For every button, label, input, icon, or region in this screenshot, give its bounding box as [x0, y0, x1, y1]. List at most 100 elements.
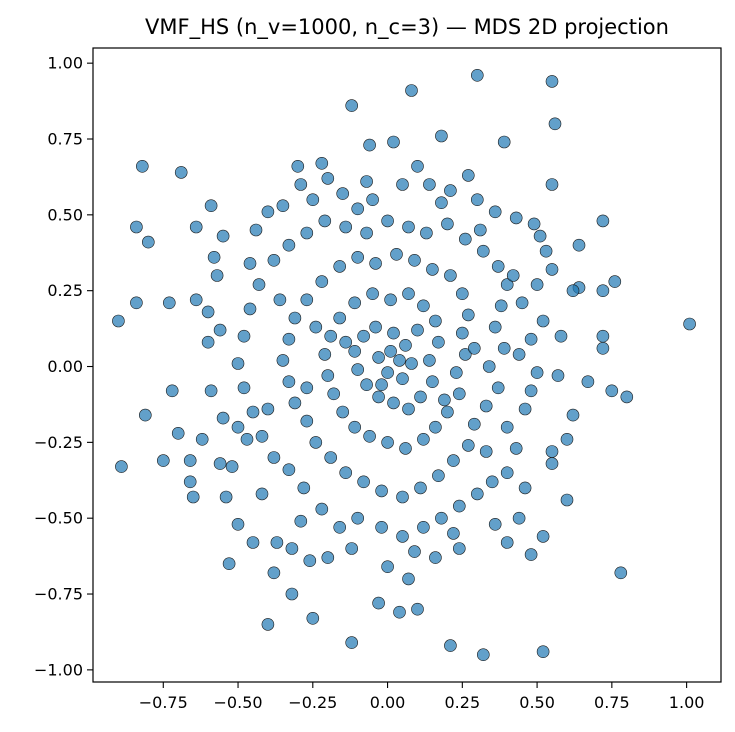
data-point	[216, 229, 230, 243]
data-point	[452, 499, 466, 513]
data-point	[402, 220, 415, 234]
data-point	[596, 284, 610, 298]
data-point	[429, 314, 442, 328]
data-point	[506, 269, 520, 282]
x-tick-label: 1.00	[669, 693, 705, 712]
y-tick-label: −0.25	[34, 433, 83, 452]
data-point	[614, 566, 628, 580]
data-point	[204, 384, 218, 398]
data-point	[267, 451, 281, 464]
data-point	[420, 226, 433, 240]
data-point	[240, 432, 254, 446]
data-point	[435, 196, 448, 209]
data-point	[139, 408, 152, 422]
data-point	[276, 199, 290, 212]
data-point	[488, 205, 502, 219]
data-point	[512, 511, 526, 525]
data-point	[315, 157, 329, 170]
data-point	[473, 223, 487, 237]
data-point	[288, 311, 302, 325]
data-point	[300, 414, 314, 428]
data-point	[204, 199, 218, 212]
y-tick-label: 0.25	[47, 281, 83, 300]
y-tick-label: 0.50	[47, 205, 83, 224]
data-point	[163, 296, 176, 310]
data-point	[449, 366, 463, 379]
data-point	[390, 248, 403, 261]
data-point	[417, 520, 430, 534]
data-point	[408, 253, 421, 267]
data-point	[300, 226, 314, 240]
data-point	[494, 299, 508, 313]
data-point	[387, 135, 400, 149]
data-point	[225, 460, 239, 473]
data-point	[455, 287, 469, 301]
data-point	[399, 338, 412, 352]
data-point	[336, 405, 350, 419]
data-point	[300, 293, 314, 307]
data-point	[142, 235, 155, 249]
data-point	[509, 442, 523, 455]
data-point	[318, 348, 332, 361]
x-tick-label: 0.75	[594, 693, 630, 712]
data-point	[285, 542, 299, 555]
data-point	[423, 354, 436, 367]
data-point	[581, 375, 595, 389]
data-point	[216, 411, 230, 425]
data-point	[345, 99, 359, 112]
data-point	[491, 381, 505, 395]
data-point	[426, 375, 439, 389]
data-point	[524, 548, 538, 561]
data-point	[387, 326, 400, 340]
data-point	[174, 166, 188, 179]
data-point	[381, 366, 394, 379]
data-point	[387, 396, 400, 410]
data-point	[303, 554, 317, 568]
data-point	[348, 420, 362, 434]
data-point	[255, 487, 269, 501]
data-point	[321, 551, 335, 564]
data-point	[357, 475, 370, 489]
data-point	[237, 381, 251, 395]
data-point	[533, 229, 547, 243]
data-point	[261, 402, 275, 416]
data-point	[384, 293, 397, 307]
data-point	[399, 442, 412, 455]
data-point	[157, 454, 170, 467]
data-point	[300, 381, 314, 395]
data-point	[402, 402, 415, 416]
data-point	[596, 214, 610, 228]
data-point	[444, 184, 457, 197]
data-point	[231, 420, 245, 434]
data-point	[306, 193, 320, 206]
data-point	[402, 572, 415, 586]
data-point	[500, 278, 514, 291]
data-point	[566, 408, 580, 422]
data-point	[324, 329, 338, 343]
data-point	[243, 302, 257, 316]
data-point	[369, 257, 382, 270]
data-point	[458, 232, 472, 246]
data-point	[417, 432, 430, 446]
data-point	[246, 405, 260, 419]
data-point	[267, 566, 281, 580]
data-point	[309, 436, 323, 449]
data-point	[539, 244, 553, 258]
data-point	[165, 384, 179, 398]
data-point	[321, 369, 335, 382]
y-tick-label: 0.00	[47, 357, 83, 376]
data-point	[524, 384, 538, 398]
data-point	[372, 351, 385, 364]
data-point	[321, 172, 335, 185]
data-point	[348, 296, 362, 310]
data-point	[447, 454, 460, 467]
data-point	[333, 311, 347, 325]
data-point	[411, 323, 424, 337]
data-point	[491, 260, 505, 273]
y-tick-label: 0.75	[47, 130, 83, 149]
data-point	[381, 560, 394, 574]
data-point	[447, 527, 460, 540]
data-point	[444, 269, 457, 282]
data-point	[461, 439, 475, 452]
data-point	[297, 481, 311, 495]
